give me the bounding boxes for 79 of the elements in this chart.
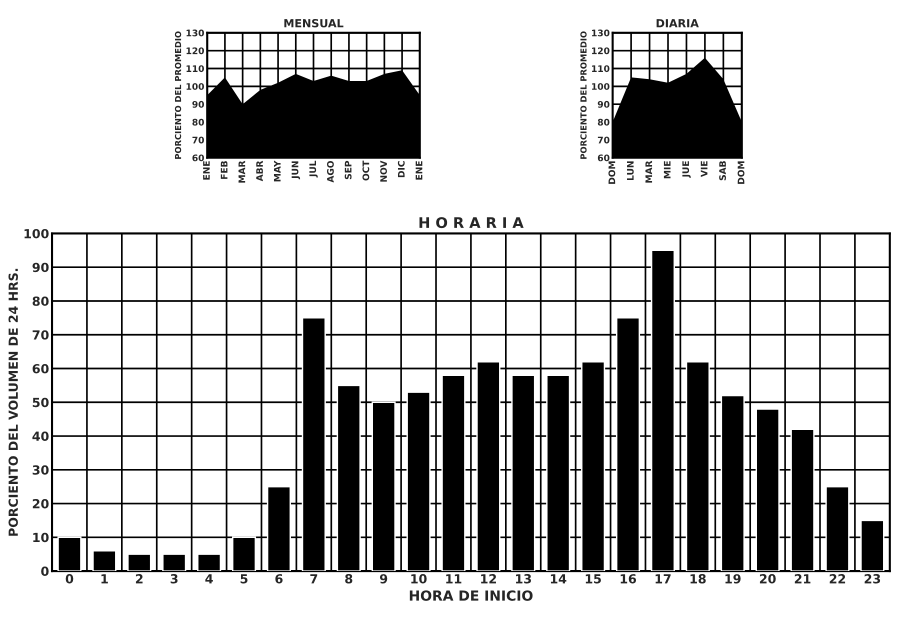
x-tick-label: 9 — [380, 574, 388, 584]
x-tick-label: 12 — [481, 574, 496, 584]
x-tick-label: JUN — [292, 161, 300, 180]
y-tick-label: 130 — [592, 30, 610, 36]
y-tick-label: 110 — [186, 65, 204, 72]
y-tick-label: 70 — [192, 136, 204, 144]
y-tick-label: 0 — [41, 566, 49, 576]
y-tick-label: 90 — [192, 100, 204, 108]
y-tick-label: 40 — [32, 431, 49, 441]
x-tick-label: 17 — [656, 574, 671, 584]
y-tick-label: 100 — [24, 228, 49, 238]
x-tick-label: MAR — [238, 160, 246, 183]
chart-title: DIARIA — [656, 19, 699, 28]
x-tick-label: JUE — [682, 161, 691, 178]
y-tick-label: 60 — [598, 154, 610, 162]
x-tick-label: ENE — [203, 161, 210, 180]
x-tick-label: SAB — [719, 161, 726, 180]
y-tick-label: 60 — [192, 154, 204, 162]
x-tick-label: 20 — [760, 574, 776, 584]
y-axis-title: PORCIENTO DEL VOLUMEN DE 24 HRS. — [8, 268, 18, 536]
x-tick-label: MAY — [274, 160, 281, 182]
x-tick-label: 4 — [205, 574, 213, 584]
x-tick-label: DOM — [608, 161, 616, 184]
y-axis-title: PORCIENTO DEL PROMEDIO — [580, 31, 587, 159]
x-tick-label: 22 — [830, 574, 846, 584]
x-tick-label: 6 — [275, 574, 283, 584]
x-tick-label: 15 — [586, 574, 601, 584]
x-tick-label: 21 — [794, 574, 810, 584]
x-tick-label: 18 — [690, 574, 706, 584]
x-tick-label: LUN — [627, 161, 634, 180]
y-tick-label: 120 — [186, 47, 204, 54]
y-tick-label: 80 — [192, 118, 204, 126]
x-tick-label: 5 — [240, 574, 248, 584]
y-tick-label: 30 — [32, 465, 49, 475]
x-tick-label: AGO — [327, 160, 334, 183]
x-tick-label: ENE — [416, 161, 422, 180]
x-tick-label: OCT — [362, 160, 370, 181]
x-tick-label: DIC — [398, 161, 405, 178]
x-tick-label: 1 — [101, 574, 108, 584]
x-tick-label: 13 — [516, 574, 531, 584]
x-tick-label: ABR — [256, 160, 263, 182]
x-tick-label: 16 — [620, 574, 636, 584]
y-tick-label: 50 — [32, 398, 49, 408]
x-tick-label: 23 — [864, 574, 880, 584]
x-tick-label: 2 — [136, 574, 143, 584]
y-tick-label: 90 — [32, 262, 49, 272]
x-tick-label: NOV — [380, 160, 387, 182]
y-tick-label: 100 — [186, 83, 204, 90]
x-tick-label: 0 — [66, 574, 74, 584]
y-tick-label: 60 — [32, 364, 49, 374]
x-tick-label: 3 — [170, 574, 178, 584]
y-tick-label: 80 — [32, 296, 49, 306]
chart-title: H O R A R I A — [420, 217, 524, 228]
x-tick-label: MAR — [645, 160, 652, 183]
y-tick-label: 70 — [32, 330, 49, 340]
x-tick-label: VIE — [700, 161, 708, 177]
x-tick-label: 11 — [446, 574, 462, 584]
y-tick-label: 10 — [33, 532, 49, 542]
x-tick-label: DOM — [738, 161, 744, 184]
x-axis-title: HORA DE INICIO — [410, 590, 533, 601]
x-tick-label: MIE — [664, 161, 670, 178]
x-tick-label: SEP — [344, 160, 352, 180]
x-tick-label: 7 — [310, 574, 318, 584]
x-tick-label: JUL — [309, 160, 318, 178]
y-tick-label: 80 — [598, 118, 610, 126]
chart-title: MENSUAL — [284, 19, 344, 28]
x-tick-label: FEB — [220, 161, 228, 179]
y-tick-label: 100 — [592, 83, 610, 90]
y-tick-label: 130 — [186, 30, 204, 36]
y-axis-title: PORCIENTO DEL PROMEDIO — [174, 31, 182, 159]
x-tick-label: 19 — [725, 574, 741, 584]
x-tick-label: 14 — [550, 574, 566, 584]
y-tick-label: 20 — [32, 499, 49, 508]
y-tick-label: 120 — [592, 47, 610, 54]
x-tick-label: 8 — [345, 574, 352, 584]
y-tick-label: 70 — [598, 136, 610, 144]
y-tick-label: 90 — [598, 100, 610, 108]
y-tick-label: 110 — [592, 65, 610, 72]
x-tick-label: 10 — [411, 574, 427, 584]
